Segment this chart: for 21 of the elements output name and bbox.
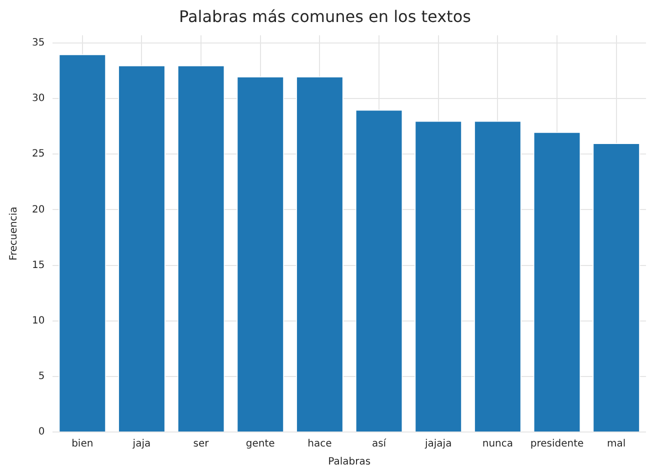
y-tick-label: 0 bbox=[38, 426, 45, 438]
y-tick-label: 20 bbox=[32, 204, 45, 216]
x-tick-label: ser bbox=[193, 438, 210, 450]
chart-title: Palabras más comunes en los textos bbox=[179, 6, 471, 26]
x-tick-label: así bbox=[372, 438, 388, 450]
x-tick-label: bien bbox=[72, 438, 94, 450]
x-tick-label: gente bbox=[246, 438, 275, 450]
y-tick-label: 35 bbox=[32, 38, 45, 49]
y-tick-label: 30 bbox=[32, 93, 45, 104]
y-tick-label: 15 bbox=[32, 260, 45, 271]
x-tick-label: jajaja bbox=[424, 438, 452, 450]
x-axis-title: Palabras bbox=[328, 456, 371, 468]
x-tick-label: jaja bbox=[132, 438, 151, 450]
y-tick-label: 25 bbox=[32, 148, 45, 160]
y-tick-label: 10 bbox=[32, 315, 45, 326]
x-tick-label: hace bbox=[308, 438, 332, 450]
x-tick-label: nunca bbox=[482, 438, 513, 450]
y-axis-title: Frecuencia bbox=[8, 206, 20, 261]
x-tick-label: presidente bbox=[530, 438, 584, 450]
x-tick-label: mal bbox=[607, 438, 626, 450]
y-tick-label: 5 bbox=[38, 371, 45, 382]
